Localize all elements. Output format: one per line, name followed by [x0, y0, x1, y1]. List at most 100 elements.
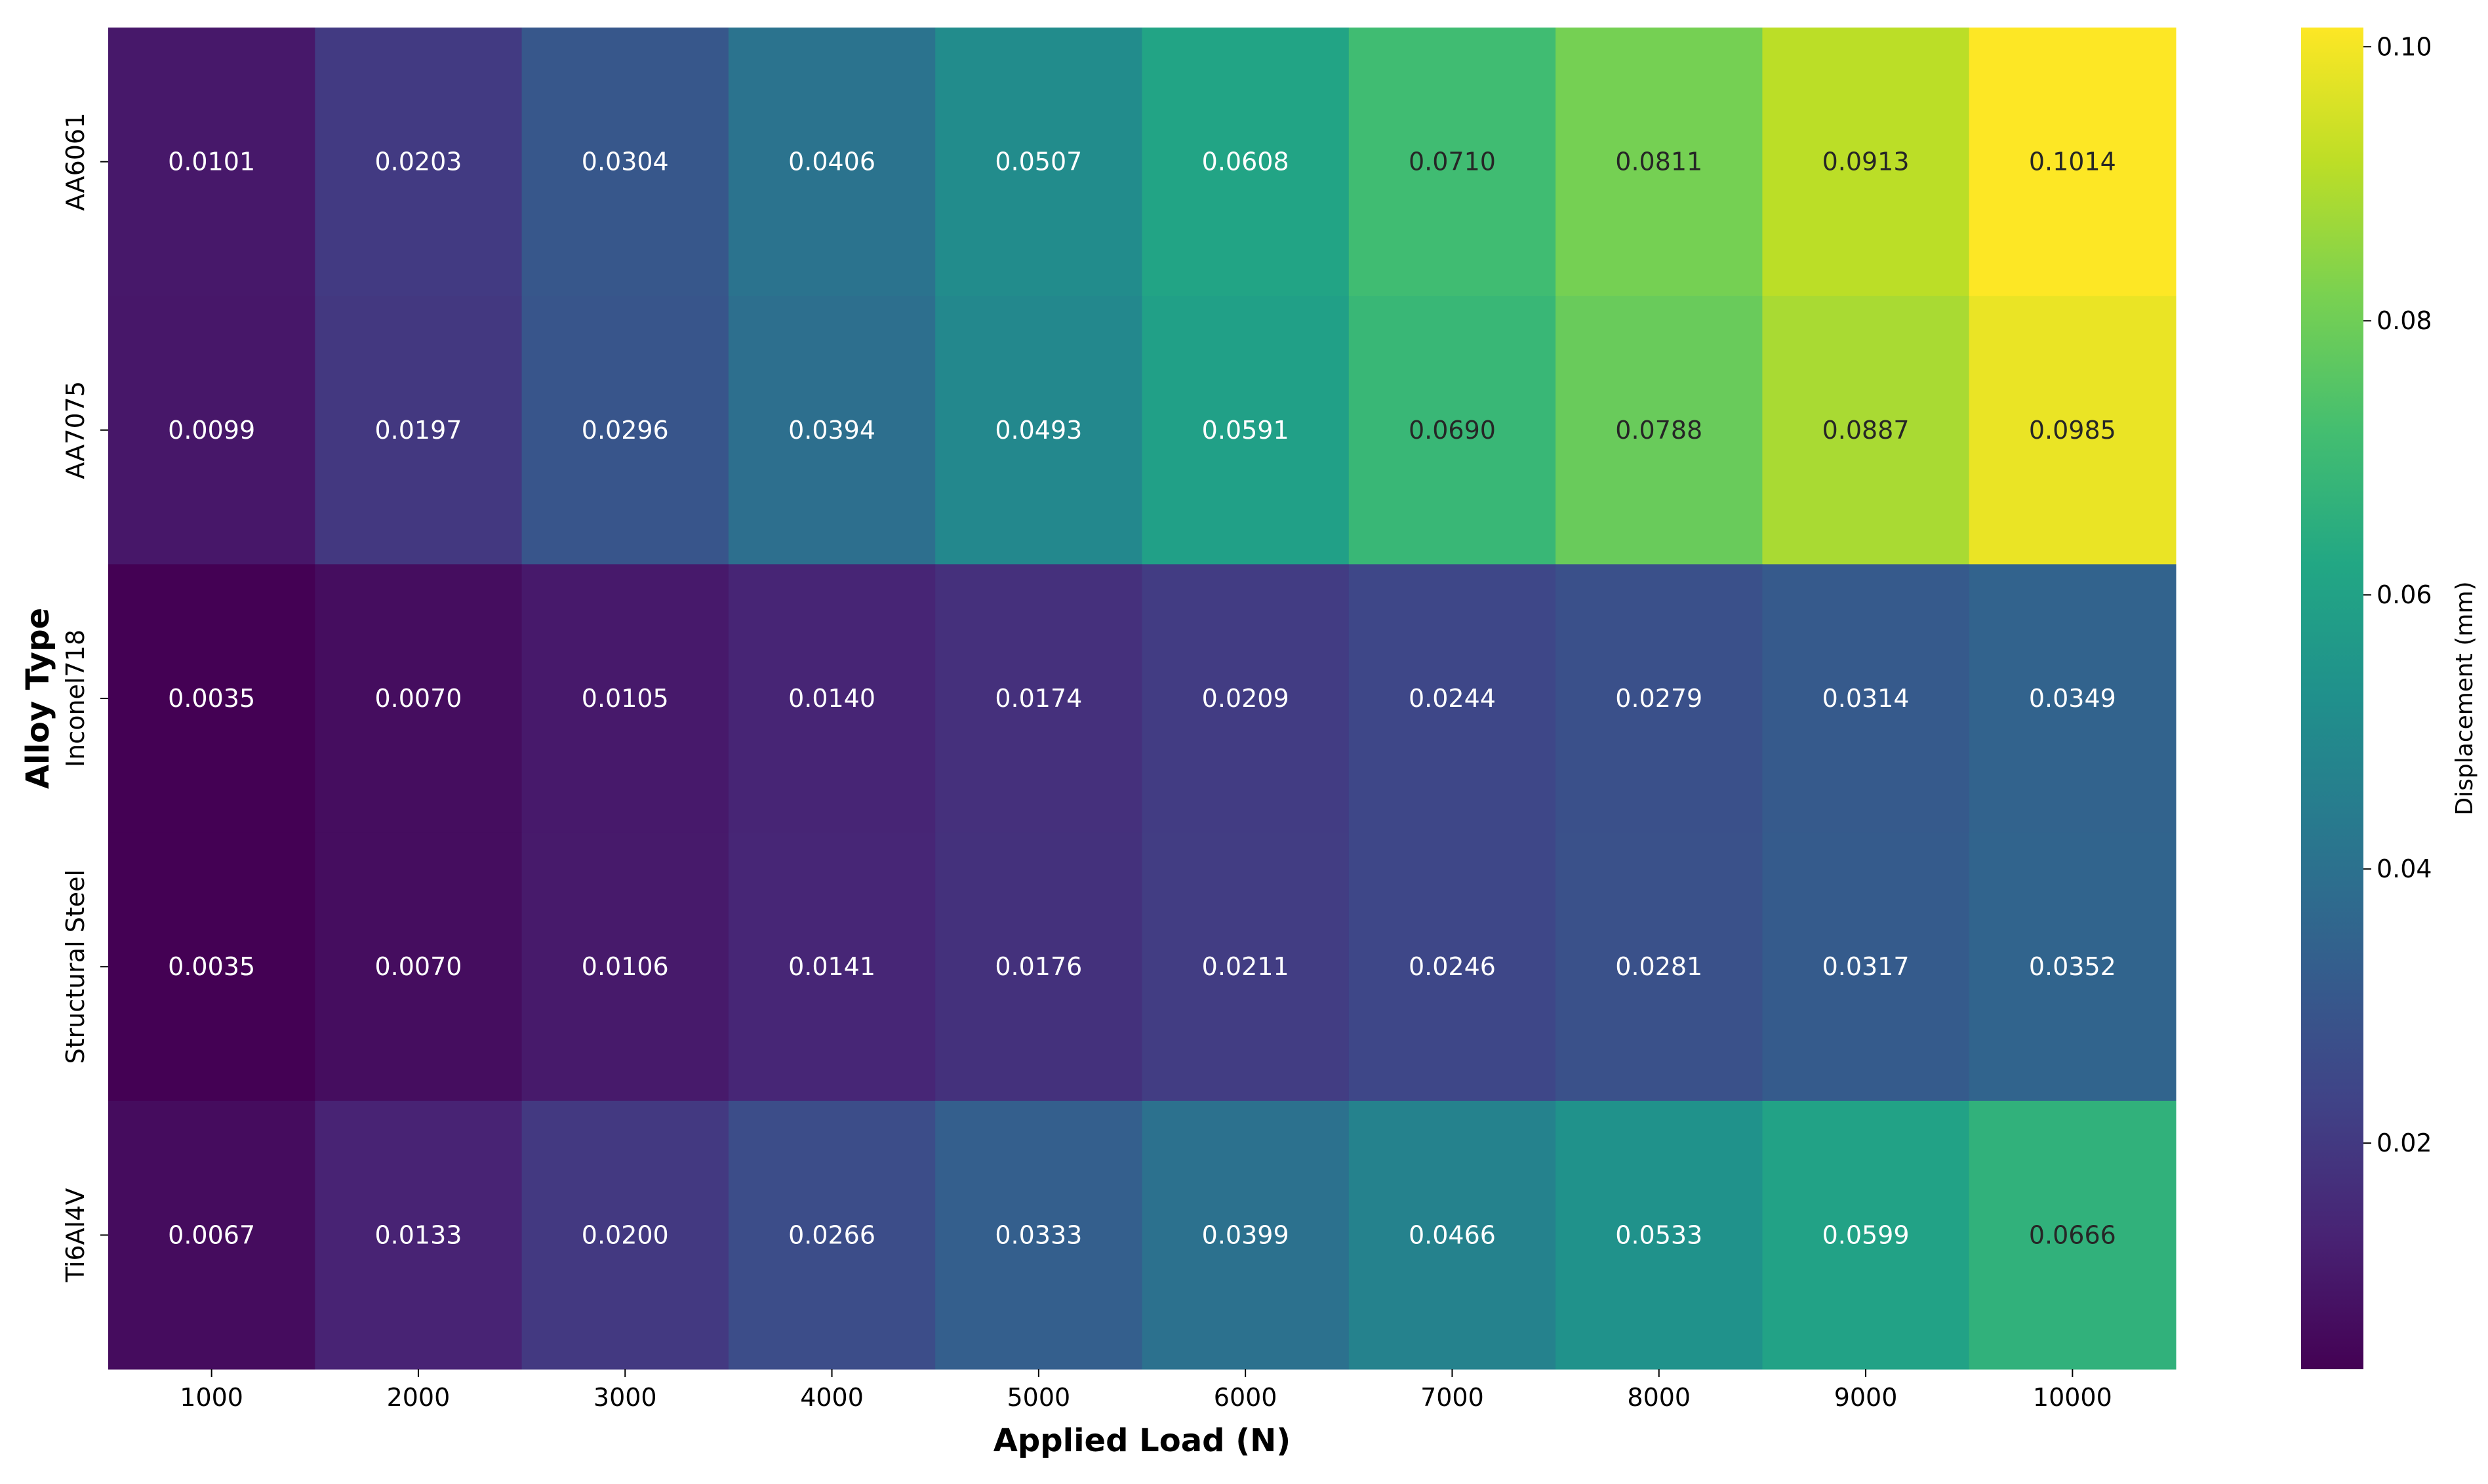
- colorbar-tick-label: 0.06: [2377, 580, 2432, 609]
- heatmap-cell: [935, 564, 1142, 833]
- cell-value-label: 0.0304: [582, 148, 669, 176]
- x-tick-label: 10000: [2033, 1383, 2112, 1412]
- heatmap-cell: [1762, 1100, 1970, 1370]
- cell-value-label: 0.0406: [788, 148, 875, 176]
- cell-value-label: 0.0281: [1615, 952, 1702, 981]
- cell-value-label: 0.0141: [788, 952, 875, 981]
- x-tick-label: 7000: [1420, 1383, 1484, 1412]
- cell-value-label: 0.0266: [788, 1220, 875, 1249]
- heatmap-cell: [728, 296, 936, 565]
- cell-value-label: 0.0666: [2029, 1220, 2116, 1249]
- cell-value-label: 0.0811: [1615, 148, 1702, 176]
- heatmap-cell: [315, 296, 523, 565]
- cell-value-label: 0.0599: [1822, 1220, 1910, 1249]
- heatmap-cell: [935, 296, 1142, 565]
- heatmap-cell: [521, 564, 729, 833]
- cell-value-label: 0.0279: [1615, 684, 1702, 713]
- cell-value-label: 0.0333: [995, 1220, 1082, 1249]
- heatmap-cell: [108, 564, 315, 833]
- cell-value-label: 0.0101: [168, 148, 255, 176]
- heatmap-cell: [1348, 564, 1556, 833]
- y-axis: AA6061 AA7075 Inconel718 Structural Steel Ti…: [61, 113, 108, 1283]
- cell-value-label: 0.0106: [582, 952, 669, 981]
- cell-value-label: 0.0394: [788, 416, 875, 445]
- cell-value-label: 0.0690: [1409, 416, 1496, 445]
- heatmap-cell: [1969, 296, 2177, 565]
- y-tick-label: AA7075: [61, 381, 90, 479]
- cell-value-label: 0.0349: [2029, 684, 2116, 713]
- heatmap-cell: [1348, 28, 1556, 296]
- heatmap-cell: [1348, 1100, 1556, 1370]
- heatmap-cell: [935, 1100, 1142, 1370]
- heatmap-cell: [315, 832, 523, 1102]
- cell-value-label: 0.0913: [1822, 148, 1910, 176]
- heatmap-cell: [108, 832, 315, 1102]
- cell-value-label: 0.0296: [582, 416, 669, 445]
- cell-value-label: 0.0244: [1409, 684, 1496, 713]
- cell-value-label: 0.0174: [995, 684, 1082, 713]
- cell-value-label: 0.0466: [1409, 1220, 1496, 1249]
- heatmap-cell: [315, 28, 523, 296]
- cell-value-label: 0.0317: [1822, 952, 1910, 981]
- heatmap-cell: [1142, 832, 1350, 1102]
- x-tick-label: 6000: [1214, 1383, 1277, 1412]
- heatmap-cell: [108, 296, 315, 565]
- heatmap-cells: [108, 28, 2177, 1370]
- x-tick-label: 8000: [1627, 1383, 1691, 1412]
- cell-value-label: 0.0533: [1615, 1220, 1702, 1249]
- x-tick-label: 3000: [593, 1383, 657, 1412]
- cell-value-label: 0.0591: [1202, 416, 1289, 445]
- cell-value-label: 0.0105: [582, 684, 669, 713]
- cell-value-label: 0.0070: [374, 684, 462, 713]
- heatmap-cell: [1762, 296, 1970, 565]
- heatmap-cell: [1555, 832, 1763, 1102]
- heatmap-cell: [1555, 1100, 1763, 1370]
- heatmap-cell: [728, 1100, 936, 1370]
- heatmap-cell-labels: 0.0101 0.0203 0.0304 0.0406 0.0507 0.0608 0.07…: [168, 148, 2116, 1250]
- y-axis-title: Alloy Type: [20, 608, 56, 789]
- cell-value-label: 0.0067: [168, 1220, 255, 1249]
- heatmap-cell: [315, 1100, 523, 1370]
- cell-value-label: 0.0200: [582, 1220, 669, 1249]
- heatmap-cell: [1348, 296, 1556, 565]
- heatmap-cell: [521, 28, 729, 296]
- cell-value-label: 0.0246: [1409, 952, 1496, 981]
- colorbar-tick-label: 0.10: [2377, 32, 2432, 61]
- colorbar: 0.02 0.04 0.06 0.08 0.10: [2301, 28, 2432, 1369]
- colorbar-gradient: [2301, 28, 2363, 1369]
- colorbar-tick-label: 0.02: [2377, 1129, 2432, 1157]
- colorbar-label: Displacement (mm): [2451, 581, 2478, 815]
- heatmap-cell: [1142, 564, 1350, 833]
- colorbar-tick-label: 0.08: [2377, 306, 2432, 335]
- cell-value-label: 0.0209: [1202, 684, 1289, 713]
- heatmap-cell: [1969, 564, 2177, 833]
- cell-value-label: 0.0887: [1822, 416, 1910, 445]
- cell-value-label: 0.0314: [1822, 684, 1910, 713]
- cell-value-label: 0.0352: [2029, 952, 2116, 981]
- cell-value-label: 0.0070: [374, 952, 462, 981]
- heatmap-cell: [1762, 832, 1970, 1102]
- cell-value-label: 0.0140: [788, 684, 875, 713]
- cell-value-label: 0.0035: [168, 952, 255, 981]
- heatmap-cell: [315, 564, 523, 833]
- heatmap-cell: [1348, 832, 1556, 1102]
- cell-value-label: 0.0203: [374, 148, 462, 176]
- heatmap-cell: [1762, 28, 1970, 296]
- x-tick-label: 5000: [1007, 1383, 1070, 1412]
- cell-value-label: 0.0133: [374, 1220, 462, 1249]
- y-tick-label: Inconel718: [61, 630, 90, 767]
- heatmap-cell: [728, 28, 936, 296]
- heatmap-cell: [108, 28, 315, 296]
- heatmap-cell: [521, 1100, 729, 1370]
- heatmap-cell: [728, 832, 936, 1102]
- cell-value-label: 0.0985: [2029, 416, 2116, 445]
- heatmap-cell: [728, 564, 936, 833]
- heatmap-cell: [1555, 564, 1763, 833]
- x-tick-label: 9000: [1834, 1383, 1898, 1412]
- heatmap-cell: [1969, 1100, 2177, 1370]
- x-axis-title: Applied Load (N): [993, 1422, 1291, 1459]
- heatmap-cell: [935, 28, 1142, 296]
- cell-value-label: 0.0211: [1202, 952, 1289, 981]
- y-tick-label: Ti6Al4V: [61, 1188, 90, 1283]
